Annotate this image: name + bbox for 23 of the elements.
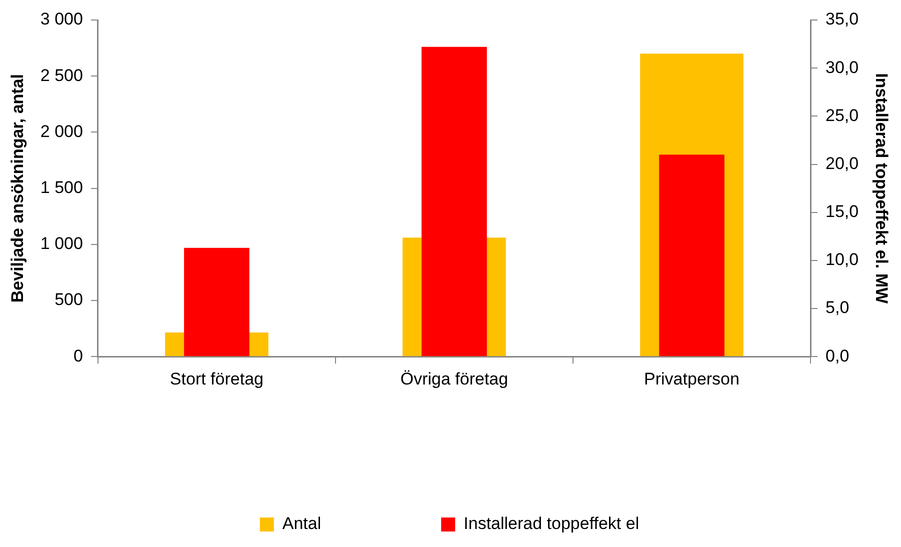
y-tick-label: 500 bbox=[54, 290, 83, 310]
legend-label: Antal bbox=[282, 514, 322, 534]
y-tick-label: 2 000 bbox=[40, 122, 83, 141]
y-tick-label: 1 500 bbox=[40, 178, 83, 197]
y2-axis-title: Installerad toppeffekt el. MW bbox=[872, 73, 892, 304]
y-tick-label: 1 000 bbox=[40, 234, 83, 254]
y-tick-label: 3 000 bbox=[40, 10, 83, 29]
bar bbox=[659, 154, 724, 356]
y2-tick-label: 10,0 bbox=[826, 250, 859, 270]
y2-tick-label: 25,0 bbox=[826, 106, 859, 125]
legend-label: Installerad toppeffekt el bbox=[464, 514, 640, 534]
y-tick-label: 0 bbox=[73, 346, 83, 366]
y2-tick-label: 15,0 bbox=[826, 202, 859, 222]
x-tick-label: Privatperson bbox=[644, 369, 740, 388]
y-axis-title: Beviljade ansökningar, antal bbox=[8, 74, 27, 303]
y2-tick-label: 20,0 bbox=[826, 154, 859, 173]
y2-tick-label: 30,0 bbox=[826, 58, 859, 77]
y2-tick-label: 35,0 bbox=[826, 10, 859, 29]
x-tick-label: Stort företag bbox=[170, 369, 264, 388]
y-tick-label: 2 500 bbox=[40, 66, 83, 85]
y2-tick-label: 5,0 bbox=[826, 298, 850, 318]
y2-tick-label: 0,0 bbox=[826, 346, 850, 366]
x-tick-label: Övriga företag bbox=[400, 369, 508, 388]
